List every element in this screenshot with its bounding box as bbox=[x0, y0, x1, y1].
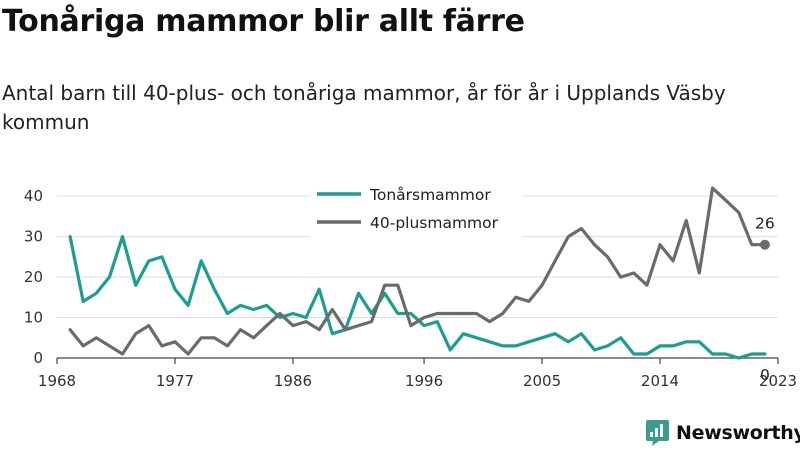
y-tick-label: 0 bbox=[33, 349, 43, 367]
x-tick-label: 1977 bbox=[156, 372, 194, 390]
brand-name: Newsworthy bbox=[676, 421, 800, 444]
series-line-teen bbox=[68, 235, 767, 360]
end-label-teen: 0 bbox=[760, 366, 770, 384]
legend-label-teen: Tonårsmammor bbox=[369, 186, 491, 204]
legend-label-forty: 40-plusmammor bbox=[370, 214, 499, 232]
legend-background bbox=[310, 180, 522, 240]
y-tick-label: 30 bbox=[24, 228, 43, 246]
end-label-forty: 26 bbox=[755, 215, 775, 233]
chart-subtitle: Antal barn till 40-plus- och tonåriga ma… bbox=[2, 81, 726, 134]
legend: Tonårsmammor 40-plusmammor bbox=[317, 186, 499, 232]
chart-title: Tonåriga mammor blir allt färre bbox=[2, 4, 525, 39]
x-tick-label: 2014 bbox=[641, 372, 679, 390]
axes: 0 10 20 30 40 1968 1977 1986 1996 2005 2014 2023 bbox=[24, 187, 797, 390]
y-tick-label: 40 bbox=[24, 187, 43, 205]
y-tick-label: 20 bbox=[24, 268, 43, 286]
bar-chart-icon bbox=[646, 420, 669, 446]
x-tick-label: 1996 bbox=[405, 372, 443, 390]
x-tick-label: 2005 bbox=[523, 372, 561, 390]
y-tick-label: 10 bbox=[24, 309, 43, 327]
x-tick-label: 1986 bbox=[274, 372, 312, 390]
x-tick-label: 1968 bbox=[38, 372, 76, 390]
end-point-forty bbox=[759, 239, 770, 250]
x-tick-label: 2023 bbox=[759, 372, 797, 390]
series-line-forty bbox=[68, 186, 767, 356]
end-labels: 26 0 bbox=[755, 215, 775, 384]
brand-logo: Newsworthy bbox=[645, 419, 800, 446]
series-lines bbox=[68, 186, 767, 360]
